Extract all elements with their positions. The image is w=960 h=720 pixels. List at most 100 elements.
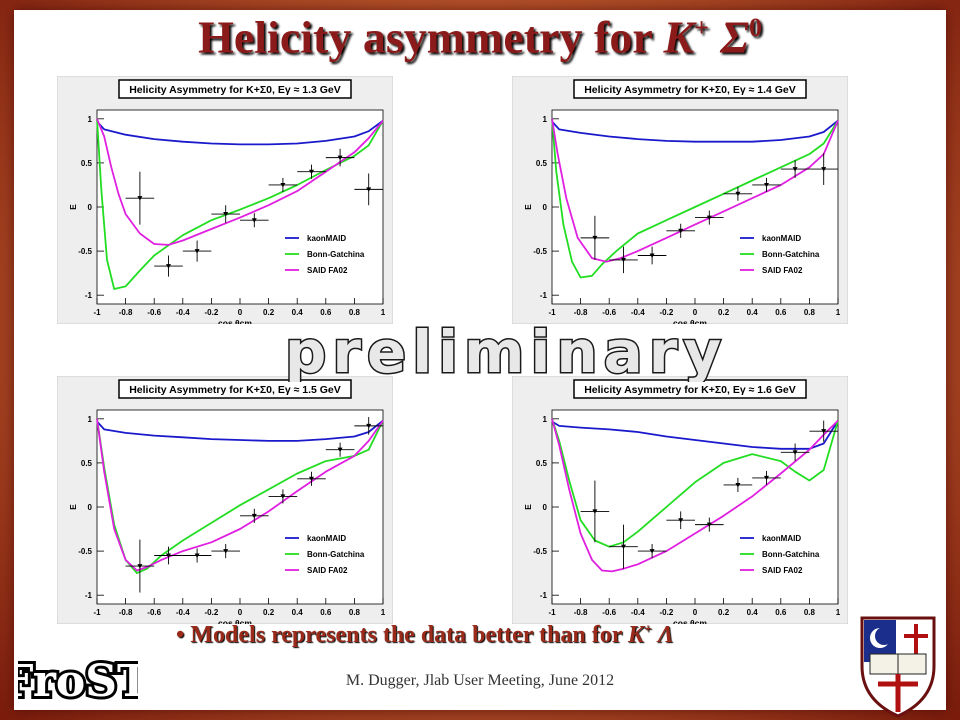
x-tick-label: 0.6 xyxy=(320,308,332,317)
chart-panel-4: Helicity Asymmetry for K+Σ0, Eγ ≈ 1.6 Ge… xyxy=(512,376,848,624)
x-tick-label: 1 xyxy=(381,308,386,317)
bullet-main: • Models represents the data better than… xyxy=(176,622,628,648)
data-point xyxy=(821,167,827,172)
chart-panel-1: Helicity Asymmetry for K+Σ0, Eγ ≈ 1.3 Ge… xyxy=(57,76,393,324)
title-sigma-charge: 0 xyxy=(748,13,762,42)
x-tick-label: 0.4 xyxy=(747,308,759,317)
series-line-said-fa- xyxy=(96,418,384,572)
x-tick-label: 0.2 xyxy=(263,308,275,317)
chart-title: Helicity Asymmetry for K+Σ0, Eγ ≈ 1.4 Ge… xyxy=(584,84,796,96)
y-tick-label: -1 xyxy=(85,591,93,600)
chart-panel-3: Helicity Asymmetry for K+Σ0, Eγ ≈ 1.5 Ge… xyxy=(57,376,393,624)
y-tick-label: 0.5 xyxy=(536,159,548,168)
data-point xyxy=(735,191,741,197)
bullet-particle-lambda: Λ xyxy=(651,622,674,648)
y-axis-label: E xyxy=(68,204,78,210)
legend-entry: kaonMAID xyxy=(762,534,801,543)
data-point xyxy=(166,553,171,558)
x-tick-label: -0.4 xyxy=(176,608,190,617)
x-tick-label: 0 xyxy=(238,308,243,317)
data-point xyxy=(251,218,257,223)
y-tick-label: 0.5 xyxy=(81,459,93,468)
x-tick-label: -0.4 xyxy=(631,308,645,317)
data-point xyxy=(166,264,171,269)
x-tick-label: -0.8 xyxy=(574,308,588,317)
bullet-k-charge: + xyxy=(643,622,652,637)
x-tick-label: -1 xyxy=(548,608,556,617)
chart-title-box xyxy=(118,79,352,99)
series-line-kaonmaid xyxy=(96,419,384,442)
y-tick-label: -0.5 xyxy=(533,247,547,256)
data-point xyxy=(678,518,684,523)
x-tick-label: -1 xyxy=(93,608,101,617)
y-axis-label: E xyxy=(523,204,533,210)
data-point xyxy=(309,169,314,175)
y-axis-label: E xyxy=(68,504,78,510)
x-tick-label: -0.4 xyxy=(176,308,190,317)
data-point xyxy=(592,235,598,241)
data-point xyxy=(649,253,655,258)
x-tick-label: -1 xyxy=(548,308,556,317)
data-point xyxy=(792,450,798,455)
y-tick-label: -1 xyxy=(540,591,548,600)
y-tick-label: 1 xyxy=(543,415,548,424)
footer-text: M. Dugger, Jlab User Meeting, June 2012 xyxy=(345,672,615,689)
y-tick-label: 0.5 xyxy=(536,459,548,468)
x-tick-label: 0 xyxy=(693,608,698,617)
data-point xyxy=(280,494,286,499)
chart-title: Helicity Asymmetry for K+Σ0, Eγ ≈ 1.3 Ge… xyxy=(129,84,341,96)
chart-title-box xyxy=(573,379,807,399)
y-tick-label: 1 xyxy=(543,115,548,124)
x-axis-label: cos θcm xyxy=(673,318,707,324)
y-tick-label: -1 xyxy=(85,291,93,300)
data-point xyxy=(194,553,200,558)
legend-entry: Bonn-Gatchina xyxy=(307,250,365,259)
x-axis-label: cos θcm xyxy=(673,618,707,624)
x-tick-label: 0 xyxy=(238,608,243,617)
chart-svg: Helicity Asymmetry for K+Σ0, Eγ ≈ 1.3 Ge… xyxy=(57,76,393,324)
y-axis-label: E xyxy=(523,504,533,510)
data-point xyxy=(137,196,143,201)
x-tick-label: -0.2 xyxy=(660,308,674,317)
data-point xyxy=(706,522,712,528)
bullet-particle-k: K xyxy=(627,622,644,648)
x-tick-label: 0.6 xyxy=(320,608,332,617)
data-point xyxy=(649,549,655,554)
bullet-text: • Models represents the data better than… xyxy=(176,622,674,649)
preliminary-watermark: preliminary xyxy=(286,322,723,382)
title-particle-k: K xyxy=(663,11,695,63)
series-line-kaonmaid xyxy=(551,119,839,143)
y-tick-label: -0.5 xyxy=(533,547,547,556)
x-tick-label: -0.4 xyxy=(631,608,645,617)
legend-entry: SAID FA02 xyxy=(762,566,803,575)
y-tick-label: 0 xyxy=(543,503,548,512)
data-point xyxy=(223,212,229,217)
chart-panel-2: Helicity Asymmetry for K+Σ0, Eγ ≈ 1.4 Ge… xyxy=(512,76,848,324)
y-tick-label: 1 xyxy=(88,415,93,424)
title-text: Helicity asymmetry for xyxy=(198,11,664,63)
legend-entry: Bonn-Gatchina xyxy=(762,550,820,559)
legend-entry: Bonn-Gatchina xyxy=(307,550,365,559)
y-tick-label: 0 xyxy=(543,203,548,212)
x-tick-label: 1 xyxy=(836,308,841,317)
legend-entry: kaonMAID xyxy=(307,534,346,543)
chart-title: Helicity Asymmetry for K+Σ0, Eγ ≈ 1.6 Ge… xyxy=(584,384,796,396)
frost-logo-text: FroST xyxy=(18,656,138,706)
data-point xyxy=(309,476,314,482)
data-point xyxy=(194,249,200,254)
data-point xyxy=(366,187,372,192)
data-point xyxy=(678,228,684,234)
data-point xyxy=(764,475,769,481)
x-tick-label: -0.2 xyxy=(205,608,219,617)
x-tick-label: 0.4 xyxy=(292,608,304,617)
data-point xyxy=(223,549,229,554)
plot-area xyxy=(551,409,839,605)
x-tick-label: -1 xyxy=(93,308,101,317)
x-axis-label: cos θcm xyxy=(218,618,252,624)
legend-entry: kaonMAID xyxy=(307,234,346,243)
x-tick-label: -0.8 xyxy=(119,608,133,617)
chart-svg: Helicity Asymmetry for K+Σ0, Eγ ≈ 1.5 Ge… xyxy=(57,376,393,624)
x-tick-label: -0.6 xyxy=(147,308,161,317)
data-point xyxy=(821,429,827,434)
legend-entry: kaonMAID xyxy=(762,234,801,243)
